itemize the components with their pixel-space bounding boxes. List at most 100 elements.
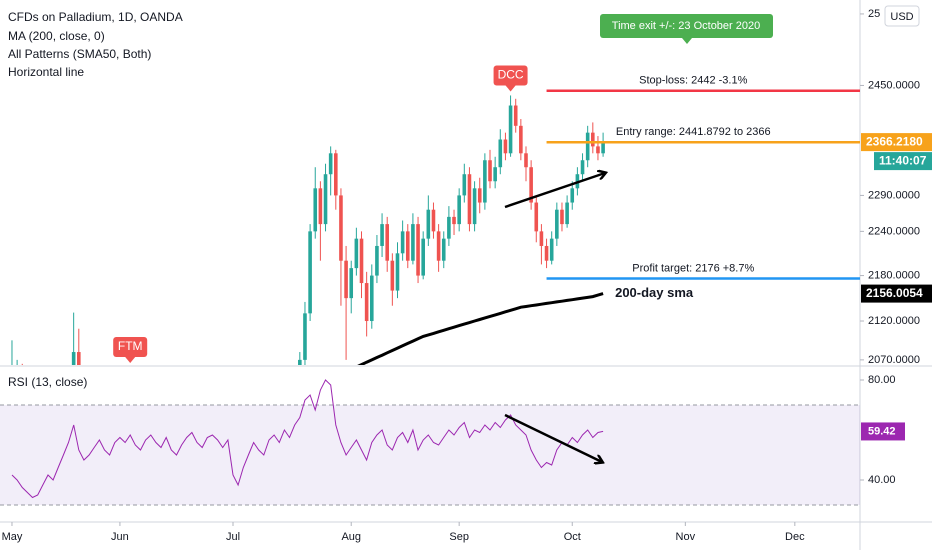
x-tick-label: Sep xyxy=(449,531,469,543)
pattern-label-box xyxy=(113,337,148,357)
y-tick-label: 2120.0000 xyxy=(868,315,920,327)
countdown-label: 11:40:07 xyxy=(879,153,927,167)
candle-body xyxy=(534,202,539,232)
pattern-label-box xyxy=(493,65,528,86)
candle-body xyxy=(519,125,523,154)
rsi-line xyxy=(11,379,604,499)
candle-body xyxy=(472,188,477,225)
candle-body xyxy=(71,352,76,365)
candle-body xyxy=(308,231,312,314)
chart-title: CFDs on Palladium, 1D, OANDA xyxy=(8,10,183,24)
candle-body xyxy=(385,224,390,261)
candle-body xyxy=(462,174,467,196)
candle-body xyxy=(76,352,81,365)
candle-body xyxy=(596,146,600,154)
currency-button[interactable] xyxy=(884,5,920,27)
candle-body xyxy=(339,195,343,261)
candle-body xyxy=(529,167,533,203)
y-tick-label: 2070.0000 xyxy=(868,354,920,366)
candle-body xyxy=(375,245,379,276)
candle-body xyxy=(323,174,328,225)
candle-body xyxy=(334,153,338,196)
y-tick-label: 25 xyxy=(868,8,880,20)
drawn-arrow xyxy=(504,413,602,462)
horizontal-line-label: Profit target: 2176 +8.7% xyxy=(632,262,754,274)
y-tick-label: 2450.0000 xyxy=(868,79,920,91)
candle-body xyxy=(560,209,564,225)
candle-body xyxy=(513,105,518,126)
indicator-legend: MA (200, close, 0) xyxy=(8,29,105,43)
candle-body xyxy=(405,231,410,261)
y-tick-label: 2180.0000 xyxy=(868,269,920,281)
candle-body xyxy=(426,209,431,239)
candle-body xyxy=(354,238,359,269)
candle-body xyxy=(452,216,456,225)
x-tick-label: Dec xyxy=(785,531,805,543)
candle-body xyxy=(369,275,374,322)
y-tick-label: 40.00 xyxy=(868,474,896,486)
candle-body xyxy=(457,195,461,225)
candle-body xyxy=(498,139,503,168)
rsi-band xyxy=(0,405,860,505)
rsi-badge xyxy=(861,422,905,441)
callout-text: Time exit +/-: 23 October 2020 xyxy=(612,20,760,32)
horizontal-line-label: Stop-loss: 2442 -3.1% xyxy=(639,75,747,87)
countdown-badge xyxy=(874,152,932,171)
sma-badge xyxy=(861,284,932,303)
price-pane: 200-day sma Stop-loss: 2442 -3.1% Entry ra… xyxy=(11,14,860,365)
x-tick-label: Jun xyxy=(111,531,129,543)
candle-body xyxy=(447,216,451,239)
candle-body xyxy=(539,231,544,246)
indicator-legend: Horizontal line xyxy=(8,65,84,79)
candle-body xyxy=(591,132,595,147)
candle-body xyxy=(483,160,487,203)
currency-label[interactable]: USD xyxy=(890,11,913,23)
y-tick-label: 80.00 xyxy=(868,374,896,386)
candle-body xyxy=(395,253,400,291)
candle-body xyxy=(380,224,384,246)
candle-body xyxy=(364,283,369,322)
axes: 2070.0000 2120.0000 2180.0000 2240.0000 2290… xyxy=(2,8,932,543)
candle-body xyxy=(580,160,585,175)
x-tick-label: Nov xyxy=(676,531,696,543)
horizontal-line-label: Entry range: 2441.8792 to 2366 xyxy=(616,126,771,138)
rsi-title: RSI (13, close) xyxy=(8,375,87,389)
candle-body xyxy=(488,160,492,182)
candle-body xyxy=(411,224,415,261)
candle-body xyxy=(467,174,472,225)
candle-body xyxy=(359,238,364,284)
candle-body xyxy=(436,231,441,261)
candle-body xyxy=(508,105,513,154)
indicator-legend: All Patterns (SMA50, Both) xyxy=(8,47,151,61)
candle-body xyxy=(565,202,569,225)
candle-body xyxy=(570,188,575,203)
y-tick-label: 2290.0000 xyxy=(868,189,920,201)
pattern-label: DCC xyxy=(498,68,524,82)
y-tick-label: 2240.0000 xyxy=(868,225,920,237)
candle-body xyxy=(303,313,307,360)
candle-body xyxy=(421,238,425,276)
x-tick-label: Oct xyxy=(564,531,581,543)
candle-body xyxy=(318,188,323,225)
candle-body xyxy=(298,359,302,365)
pattern-label: FTM xyxy=(118,339,143,353)
candle-body xyxy=(585,132,590,161)
sma-line xyxy=(357,292,604,365)
candle-body xyxy=(431,209,436,232)
candle-body xyxy=(328,153,333,175)
sma-badge-label: 2156.0054 xyxy=(866,286,923,300)
drawn-arrow xyxy=(504,173,605,209)
candle-body xyxy=(441,238,446,261)
candle-body xyxy=(344,260,348,299)
candle-body xyxy=(400,231,405,254)
last-price-label: 2366.2180 xyxy=(866,134,923,148)
pattern-label-pointer xyxy=(505,85,516,92)
callout-box xyxy=(600,14,773,38)
candle-body xyxy=(601,142,605,154)
candle-body xyxy=(549,238,554,261)
candle-body xyxy=(524,153,528,168)
x-tick-label: Jul xyxy=(226,531,240,543)
candle-body xyxy=(349,268,354,299)
candle-body xyxy=(544,245,549,261)
